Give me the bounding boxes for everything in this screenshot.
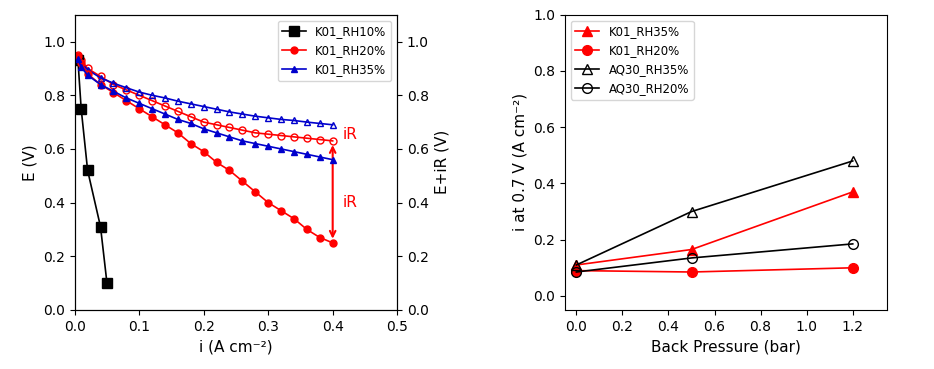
K01_RH20% bbox=[134, 107, 145, 111]
K01_RH10% bbox=[102, 281, 113, 285]
K01_RH35% bbox=[571, 263, 582, 267]
Line: AQ30_RH20%: AQ30_RH20% bbox=[572, 239, 857, 277]
K01_RH20% bbox=[76, 61, 87, 65]
K01_RH35% bbox=[72, 57, 83, 61]
Line: AQ30_RH35%: AQ30_RH35% bbox=[572, 156, 857, 270]
K01_RH35% bbox=[289, 149, 300, 154]
K01_RH35% bbox=[224, 135, 235, 139]
K01_RH10% bbox=[82, 168, 93, 173]
K01_RH20% bbox=[249, 190, 261, 194]
K01_RH35% bbox=[314, 155, 325, 159]
K01_RH20% bbox=[847, 266, 858, 270]
K01_RH20% bbox=[72, 54, 83, 59]
K01_RH35% bbox=[327, 158, 338, 162]
K01_RH35% bbox=[82, 73, 93, 77]
AQ30_RH35% bbox=[847, 159, 858, 163]
X-axis label: Back Pressure (bar): Back Pressure (bar) bbox=[651, 339, 801, 354]
K01_RH20% bbox=[82, 72, 93, 76]
K01_RH35% bbox=[134, 101, 145, 106]
K01_RH20% bbox=[198, 149, 209, 154]
K01_RH20% bbox=[686, 270, 697, 274]
K01_RH35% bbox=[211, 131, 222, 135]
X-axis label: i (A cm⁻²): i (A cm⁻²) bbox=[199, 339, 273, 354]
K01_RH20% bbox=[147, 114, 158, 119]
K01_RH35% bbox=[276, 147, 287, 151]
K01_RH35% bbox=[198, 127, 209, 131]
Line: K01_RH20%: K01_RH20% bbox=[75, 53, 336, 246]
K01_RH35% bbox=[172, 117, 183, 122]
K01_RH20% bbox=[95, 82, 106, 87]
K01_RH20% bbox=[276, 208, 287, 213]
K01_RH35% bbox=[107, 89, 119, 93]
K01_RH20% bbox=[571, 268, 582, 273]
K01_RH35% bbox=[120, 96, 132, 100]
K01_RH20% bbox=[185, 141, 196, 146]
K01_RH35% bbox=[76, 65, 87, 69]
Y-axis label: E+iR (V): E+iR (V) bbox=[434, 130, 449, 194]
K01_RH35% bbox=[847, 190, 858, 194]
K01_RH20% bbox=[107, 90, 119, 95]
AQ30_RH20% bbox=[686, 256, 697, 260]
AQ30_RH20% bbox=[847, 242, 858, 246]
K01_RH35% bbox=[686, 247, 697, 252]
K01_RH35% bbox=[160, 112, 171, 116]
K01_RH35% bbox=[237, 139, 248, 143]
K01_RH20% bbox=[160, 123, 171, 127]
K01_RH10% bbox=[95, 225, 106, 229]
Text: iR: iR bbox=[343, 127, 357, 142]
K01_RH35% bbox=[249, 141, 261, 146]
K01_RH20% bbox=[237, 179, 248, 183]
K01_RH20% bbox=[262, 200, 274, 205]
K01_RH20% bbox=[224, 168, 235, 173]
K01_RH10% bbox=[72, 58, 83, 63]
K01_RH35% bbox=[95, 82, 106, 87]
Line: K01_RH20%: K01_RH20% bbox=[572, 263, 857, 277]
Legend: K01_RH10%, K01_RH20%, K01_RH35%: K01_RH10%, K01_RH20%, K01_RH35% bbox=[277, 21, 391, 81]
Line: K01_RH35%: K01_RH35% bbox=[75, 56, 336, 163]
K01_RH35% bbox=[147, 107, 158, 111]
K01_RH20% bbox=[172, 131, 183, 135]
AQ30_RH35% bbox=[686, 209, 697, 214]
K01_RH35% bbox=[185, 121, 196, 126]
K01_RH20% bbox=[211, 160, 222, 165]
K01_RH35% bbox=[302, 152, 313, 156]
K01_RH20% bbox=[327, 241, 338, 245]
K01_RH20% bbox=[314, 235, 325, 240]
K01_RH20% bbox=[302, 227, 313, 232]
K01_RH20% bbox=[120, 99, 132, 103]
Y-axis label: i at 0.7 V (A cm⁻²): i at 0.7 V (A cm⁻²) bbox=[513, 93, 528, 231]
AQ30_RH20% bbox=[571, 270, 582, 274]
K01_RH35% bbox=[262, 144, 274, 148]
AQ30_RH35% bbox=[571, 263, 582, 267]
K01_RH10% bbox=[76, 107, 87, 111]
K01_RH20% bbox=[289, 217, 300, 221]
Text: iR: iR bbox=[343, 195, 357, 210]
Line: K01_RH10%: K01_RH10% bbox=[73, 55, 112, 288]
Y-axis label: E (V): E (V) bbox=[22, 144, 37, 181]
Legend: K01_RH35%, K01_RH20%, AQ30_RH35%, AQ30_RH20%: K01_RH35%, K01_RH20%, AQ30_RH35%, AQ30_R… bbox=[571, 21, 694, 100]
Line: K01_RH35%: K01_RH35% bbox=[572, 187, 857, 270]
